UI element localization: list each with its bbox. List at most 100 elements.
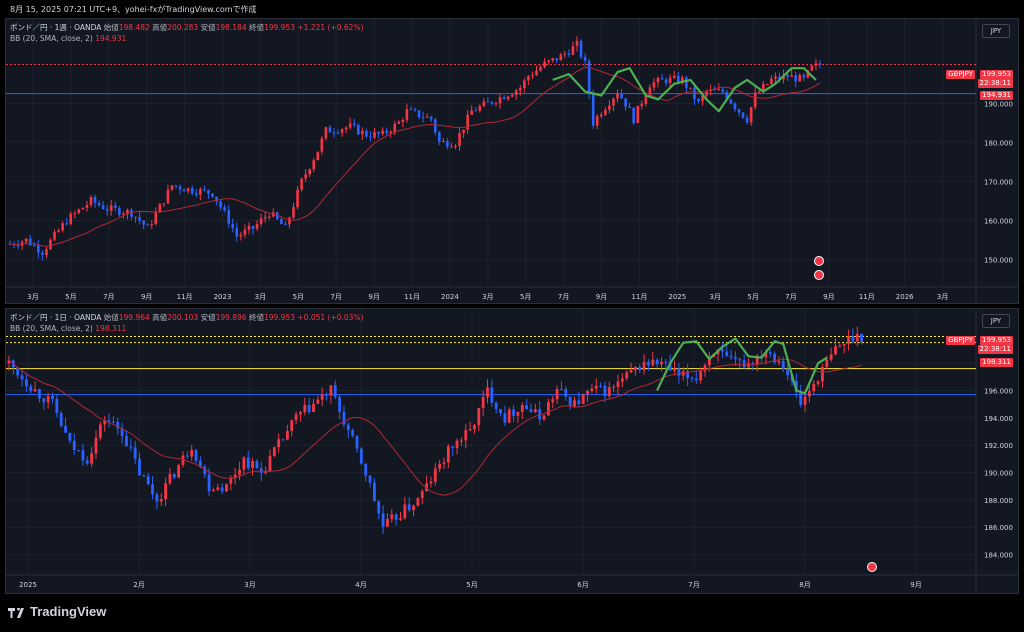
x-tick-label: 3月: [27, 293, 38, 301]
daily-bb-label[interactable]: BB (20, SMA, close, 2): [10, 324, 93, 333]
tradingview-logo[interactable]: TradingView: [8, 604, 106, 619]
daily-symbol[interactable]: ポンド／円 · 1日 · OANDA: [10, 313, 102, 322]
candle-body: [579, 40, 583, 57]
candle-body: [525, 405, 529, 410]
candle-body: [28, 238, 32, 246]
candle-body: [389, 131, 392, 134]
candle-body: [583, 56, 587, 61]
candle-body: [490, 101, 494, 104]
y-tick-label: 194.000: [984, 415, 1013, 423]
x-tick-label: 2025: [19, 581, 37, 589]
candle-body: [838, 345, 842, 347]
candle-body: [527, 76, 530, 81]
candle-body: [555, 389, 559, 400]
candle-body: [591, 94, 595, 126]
weekly-high: 200.283: [167, 23, 199, 32]
candle-body: [303, 404, 307, 413]
x-tick-label: 5月: [520, 293, 531, 301]
candle-body: [212, 489, 215, 492]
daily-currency-button[interactable]: JPY: [982, 314, 1010, 328]
candle-body: [114, 205, 117, 208]
candle-body: [203, 466, 207, 475]
x-tick-label: 7月: [330, 293, 341, 301]
candle-body: [486, 101, 490, 103]
candle-body: [280, 218, 283, 225]
candle-body: [338, 396, 341, 412]
weekly-symbol[interactable]: ポンド／円 · 1週 · OANDA: [10, 23, 102, 32]
chart-caption: 8月 15, 2025 07:21 UTC+9、yohei-fxがTrading…: [10, 5, 257, 14]
candle-body: [394, 514, 398, 520]
x-tick-label: 7月: [558, 293, 569, 301]
candle-body: [464, 430, 468, 441]
candle-body: [199, 460, 202, 467]
daily-bb-tag: 198.311: [980, 358, 1013, 367]
candle-body: [57, 230, 60, 232]
candle-body: [381, 513, 385, 527]
candle-body: [648, 87, 652, 96]
daily-chart-panel[interactable]: 184.000 186.000 188.000 190.000 192.000 194.0…: [5, 308, 1019, 594]
candle-body: [85, 204, 89, 208]
candle-body: [494, 103, 498, 105]
candle-body: [686, 371, 689, 378]
candle-body: [690, 377, 694, 379]
weekly-close: 199.953: [263, 23, 295, 32]
candle-body: [753, 92, 757, 108]
candle-body: [575, 40, 579, 47]
candle-body: [42, 398, 46, 403]
candle-body: [664, 79, 668, 84]
weekly-legend: ポンド／円 · 1週 · OANDA 始値198.482 高値200.283 安…: [10, 22, 364, 44]
candle-body: [741, 112, 745, 118]
candle-body: [587, 60, 591, 95]
candle-body: [510, 94, 514, 97]
candle-body: [768, 352, 772, 354]
candle-body: [90, 453, 94, 464]
candle-body: [211, 193, 214, 197]
daily-price-tag: 199.953: [980, 336, 1013, 345]
x-tick-label: 2025: [668, 293, 686, 301]
candle-body: [668, 77, 672, 84]
candle-body: [25, 379, 28, 387]
candle-body: [284, 224, 287, 226]
daily-chart-canvas[interactable]: 184.000 186.000 188.000 190.000 192.000 194.0…: [6, 309, 1018, 593]
candle-body: [33, 389, 37, 392]
weekly-chart-canvas[interactable]: 150.000 160.000 170.000 180.000 190.000 3月 5月 7…: [6, 19, 1018, 303]
candle-body: [219, 201, 222, 208]
candle-body: [577, 400, 581, 404]
x-tick-label: 3月: [244, 581, 255, 589]
candle-body: [481, 397, 485, 409]
candle-body: [409, 108, 413, 110]
candle-body: [332, 132, 336, 134]
candle-body: [825, 359, 829, 367]
candle-body: [810, 65, 814, 71]
candle-body: [451, 446, 455, 448]
candle-body: [151, 484, 154, 495]
y-tick-label: 192.000: [984, 442, 1013, 450]
candle-body: [61, 223, 64, 231]
candle-body: [573, 400, 576, 407]
weekly-chart-panel[interactable]: 150.000 160.000 170.000 180.000 190.000 3月 5月 7…: [5, 18, 1019, 304]
weekly-currency-button[interactable]: JPY: [982, 24, 1010, 38]
candle-body: [194, 450, 198, 461]
weekly-high-label: 高値: [152, 23, 168, 32]
candle-body: [185, 455, 189, 457]
candle-body: [847, 335, 850, 344]
daily-close: 199.953: [263, 313, 295, 322]
candle-body: [699, 371, 703, 381]
candle-body: [798, 74, 802, 82]
candle-body: [300, 178, 303, 190]
candle-body: [223, 207, 226, 211]
candle-body: [364, 463, 368, 476]
candle-body: [405, 108, 409, 121]
candle-body: [498, 97, 502, 104]
candle-body: [294, 414, 298, 421]
candle-body: [555, 58, 559, 61]
candle-body: [101, 205, 105, 210]
candle-body: [49, 239, 52, 250]
candle-body: [242, 457, 246, 470]
candle-body: [324, 127, 328, 139]
candle-body: [581, 394, 585, 404]
candle-body: [425, 483, 428, 492]
candle-body: [227, 210, 230, 224]
weekly-bb-label[interactable]: BB (20, SMA, close, 2): [10, 34, 93, 43]
candle-body: [133, 447, 137, 459]
